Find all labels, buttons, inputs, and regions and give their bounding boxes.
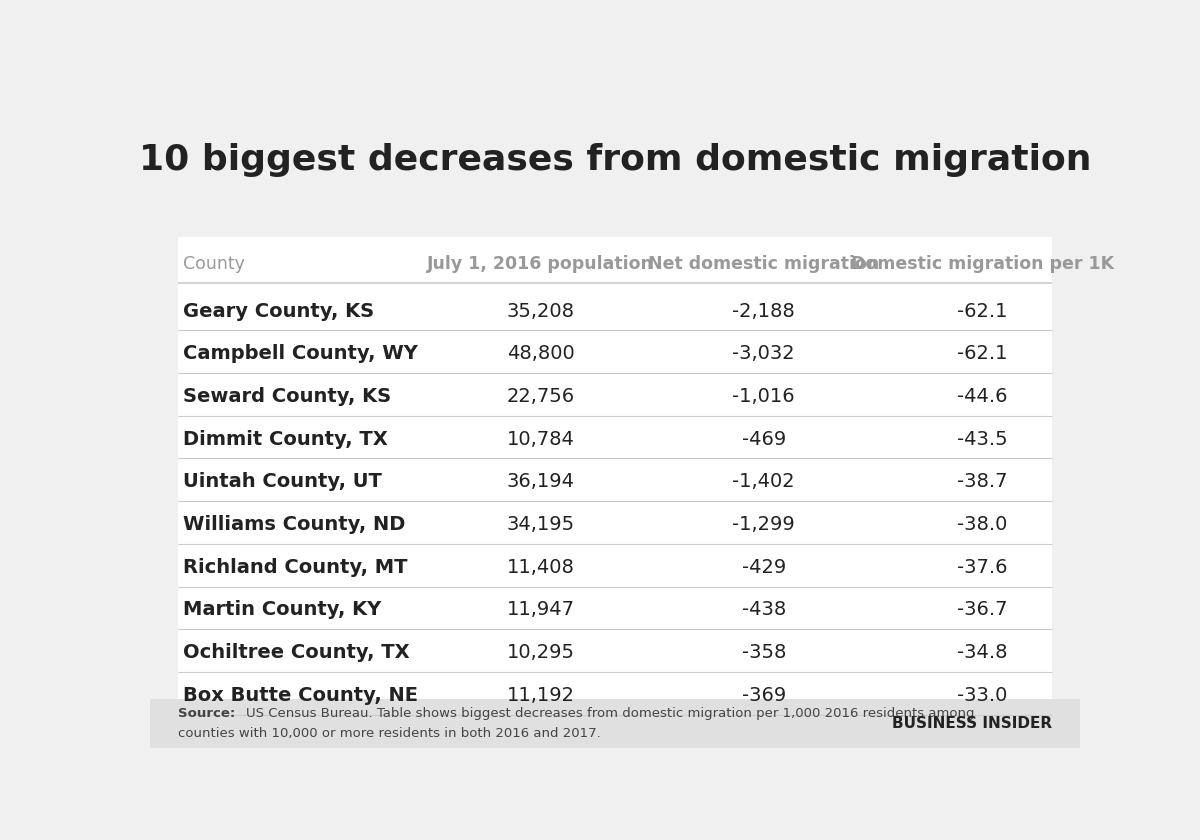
- Text: 35,208: 35,208: [506, 302, 575, 321]
- Text: 11,947: 11,947: [506, 601, 575, 619]
- Text: -62.1: -62.1: [958, 344, 1008, 363]
- Text: Martin County, KY: Martin County, KY: [182, 601, 380, 619]
- Text: -36.7: -36.7: [958, 601, 1008, 619]
- Text: 10 biggest decreases from domestic migration: 10 biggest decreases from domestic migra…: [139, 143, 1091, 177]
- Text: -358: -358: [742, 643, 786, 662]
- Text: 48,800: 48,800: [506, 344, 575, 363]
- Text: -38.7: -38.7: [958, 472, 1008, 491]
- Text: July 1, 2016 population: July 1, 2016 population: [427, 255, 654, 273]
- Text: -38.0: -38.0: [958, 515, 1008, 534]
- FancyBboxPatch shape: [178, 237, 1052, 699]
- Text: -62.1: -62.1: [958, 302, 1008, 321]
- Text: -1,299: -1,299: [732, 515, 796, 534]
- Text: Williams County, ND: Williams County, ND: [182, 515, 404, 534]
- Text: -33.0: -33.0: [958, 685, 1008, 705]
- Text: -2,188: -2,188: [732, 302, 796, 321]
- Text: 22,756: 22,756: [506, 387, 575, 406]
- Text: Ochiltree County, TX: Ochiltree County, TX: [182, 643, 409, 662]
- Text: BUSINESS INSIDER: BUSINESS INSIDER: [892, 717, 1052, 731]
- Text: Net domestic migration: Net domestic migration: [648, 255, 880, 273]
- Text: 11,192: 11,192: [506, 685, 575, 705]
- Text: Geary County, KS: Geary County, KS: [182, 302, 373, 321]
- Text: -469: -469: [742, 429, 786, 449]
- Text: -429: -429: [742, 558, 786, 576]
- Text: -438: -438: [742, 601, 786, 619]
- Text: -44.6: -44.6: [958, 387, 1008, 406]
- Text: -1,402: -1,402: [732, 472, 796, 491]
- Text: 36,194: 36,194: [506, 472, 575, 491]
- Text: counties with 10,000 or more residents in both 2016 and 2017.: counties with 10,000 or more residents i…: [178, 727, 601, 740]
- Text: County: County: [182, 255, 245, 273]
- FancyBboxPatch shape: [150, 699, 1080, 748]
- Text: -37.6: -37.6: [958, 558, 1008, 576]
- Text: -369: -369: [742, 685, 786, 705]
- Text: Richland County, MT: Richland County, MT: [182, 558, 407, 576]
- Text: Dimmit County, TX: Dimmit County, TX: [182, 429, 388, 449]
- Text: Box Butte County, NE: Box Butte County, NE: [182, 685, 418, 705]
- Text: -43.5: -43.5: [958, 429, 1008, 449]
- Text: 10,784: 10,784: [506, 429, 575, 449]
- Text: 11,408: 11,408: [506, 558, 575, 576]
- Text: -1,016: -1,016: [732, 387, 796, 406]
- Text: US Census Bureau. Table shows biggest decreases from domestic migration per 1,00: US Census Bureau. Table shows biggest de…: [246, 707, 974, 721]
- Text: -34.8: -34.8: [958, 643, 1008, 662]
- Text: Source:: Source:: [178, 707, 235, 721]
- Text: 34,195: 34,195: [506, 515, 575, 534]
- Text: Campbell County, WY: Campbell County, WY: [182, 344, 418, 363]
- Text: -3,032: -3,032: [732, 344, 796, 363]
- Text: Uintah County, UT: Uintah County, UT: [182, 472, 382, 491]
- Text: Domestic migration per 1K: Domestic migration per 1K: [851, 255, 1114, 273]
- Text: 10,295: 10,295: [506, 643, 575, 662]
- Text: Seward County, KS: Seward County, KS: [182, 387, 391, 406]
